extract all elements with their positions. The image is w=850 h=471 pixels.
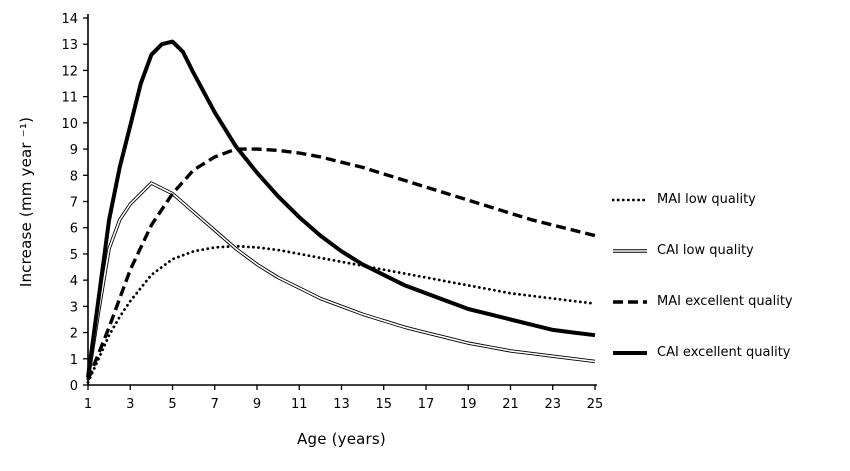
x-tick-label: 15 bbox=[375, 397, 392, 412]
y-tick-label: 7 bbox=[70, 196, 78, 211]
x-tick-label: 7 bbox=[211, 397, 219, 412]
y-tick-label: 8 bbox=[70, 169, 78, 184]
y-tick-label: 12 bbox=[61, 64, 78, 79]
legend-line-sample-icon bbox=[613, 299, 647, 304]
legend-item: CAI excellent quality bbox=[612, 345, 793, 360]
y-tick-label: 5 bbox=[70, 248, 78, 263]
legend: MAI low quality CAI low quality MAI excell… bbox=[612, 192, 793, 360]
series-line-cai-low-quality bbox=[87, 182, 596, 380]
y-tick-label: 14 bbox=[61, 12, 78, 27]
y-tick-label: 0 bbox=[70, 379, 78, 394]
x-tick-label: 13 bbox=[333, 397, 350, 412]
y-tick-label: 2 bbox=[70, 327, 78, 342]
legend-label: CAI excellent quality bbox=[657, 345, 791, 360]
legend-label: MAI excellent quality bbox=[657, 294, 793, 309]
legend-label: MAI low quality bbox=[657, 192, 756, 207]
y-tick-label: 4 bbox=[70, 274, 78, 289]
x-tick-label: 19 bbox=[460, 397, 477, 412]
x-tick-label: 23 bbox=[544, 397, 561, 412]
legend-line-sample-icon bbox=[613, 350, 647, 355]
y-tick-label: 6 bbox=[70, 222, 78, 237]
y-tick-label: 1 bbox=[70, 353, 78, 368]
legend-item: CAI low quality bbox=[612, 243, 793, 258]
y-tick-label: 3 bbox=[70, 300, 78, 315]
x-tick-label: 21 bbox=[502, 397, 519, 412]
y-tick-label: 10 bbox=[61, 117, 78, 132]
x-tick-label: 11 bbox=[291, 397, 308, 412]
series-line-cai-low-quality bbox=[86, 181, 596, 381]
y-tick-label: 13 bbox=[61, 38, 78, 53]
y-tick-label: 9 bbox=[70, 143, 78, 158]
series-line-mai-excellent-quality bbox=[86, 147, 596, 381]
x-axis-label: Age (years) bbox=[297, 430, 386, 448]
y-tick-label: 11 bbox=[61, 91, 78, 106]
legend-item: MAI excellent quality bbox=[612, 294, 793, 309]
x-tick-label: 17 bbox=[418, 397, 435, 412]
series-line-cai-excellent-quality bbox=[86, 39, 596, 378]
x-tick-label: 1 bbox=[84, 397, 92, 412]
x-tick-label: 25 bbox=[587, 397, 604, 412]
x-tick-label: 5 bbox=[168, 397, 176, 412]
x-tick-label: 9 bbox=[253, 397, 261, 412]
legend-item: MAI low quality bbox=[612, 192, 793, 207]
y-axis-label: Increase (mm year ⁻¹) bbox=[17, 116, 35, 288]
legend-line-sample-icon bbox=[613, 248, 647, 253]
series-line-mai-low-quality bbox=[86, 244, 597, 384]
legend-line-sample-icon bbox=[612, 198, 648, 201]
legend-label: CAI low quality bbox=[657, 243, 754, 258]
x-tick-label: 3 bbox=[126, 397, 134, 412]
